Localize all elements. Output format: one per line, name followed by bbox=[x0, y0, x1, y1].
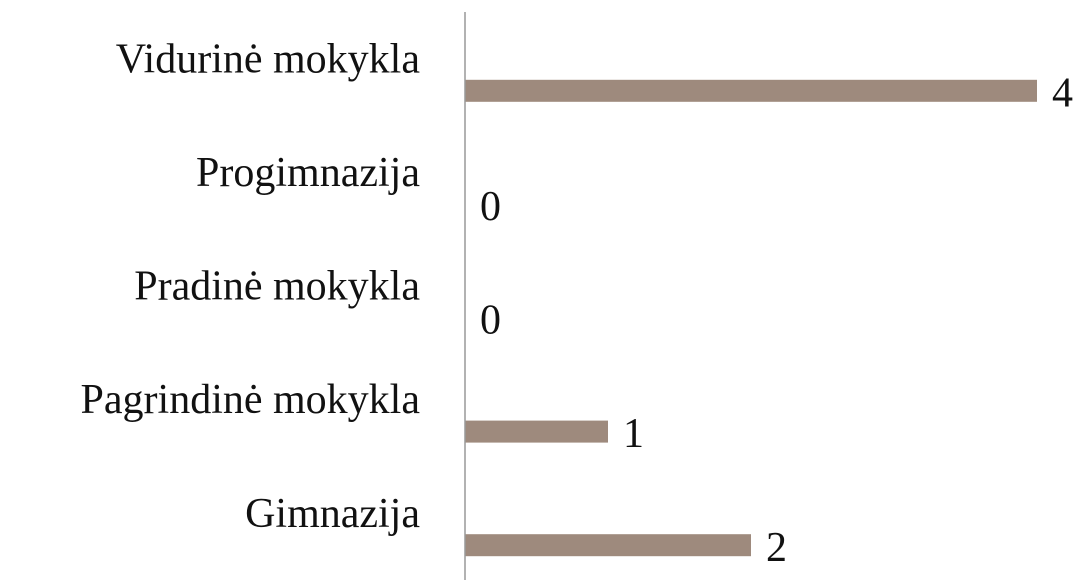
bar bbox=[465, 79, 1037, 102]
value-label: 2 bbox=[766, 525, 787, 571]
value-label: 1 bbox=[623, 411, 644, 457]
value-label: 0 bbox=[480, 184, 501, 230]
bar bbox=[465, 420, 608, 443]
value-label: 4 bbox=[1052, 70, 1073, 116]
category-label: Pradinė mokykla bbox=[134, 264, 420, 310]
value-label: 0 bbox=[480, 298, 501, 344]
category-label: Pagrindinė mokykla bbox=[81, 377, 421, 423]
category-label: Gimnazija bbox=[245, 491, 420, 537]
category-label: Vidurinė mokykla bbox=[116, 36, 421, 82]
category-label: Progimnazija bbox=[196, 150, 420, 196]
bar bbox=[465, 534, 751, 557]
